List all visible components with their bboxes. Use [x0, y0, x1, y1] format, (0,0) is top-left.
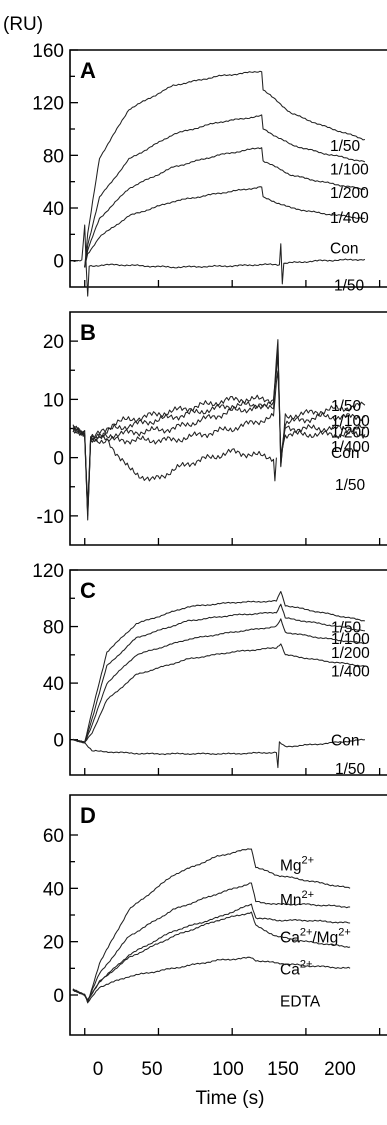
- panel-frame: [69, 49, 387, 288]
- series-label: 1/400: [331, 663, 370, 680]
- x-tick-label-50: 50: [141, 1059, 162, 1080]
- y-tick-label: 160: [32, 41, 64, 62]
- y-tick-label: 40: [43, 199, 64, 220]
- y-tick-label: 40: [43, 879, 64, 900]
- y-tick-label: 80: [43, 618, 64, 639]
- series-line: [72, 911, 351, 1002]
- series-label: Con: [330, 241, 358, 258]
- series-line: [84, 70, 366, 268]
- y-tick-label: 120: [32, 94, 64, 115]
- series-label: Con: [331, 445, 359, 462]
- series-line: [72, 603, 365, 743]
- y-tick-label: 0: [53, 986, 64, 1007]
- series-label: 1/50: [330, 138, 361, 155]
- y-tick-label: 20: [43, 332, 64, 353]
- series-line: [72, 738, 365, 769]
- series-line: [72, 848, 351, 1004]
- series-label: EDTA: [280, 993, 321, 1010]
- series-label: Mn2+: [280, 889, 314, 909]
- series-line: [72, 956, 351, 1004]
- panel-a: 0 40 80 120 160 A 1/50 1/100 1/200 1/400 Con 1/50: [32, 41, 387, 297]
- series-label: 1/100: [330, 162, 369, 179]
- series-label: 1/400: [331, 439, 370, 456]
- panel-frame: [69, 794, 387, 1036]
- series-label: Mg2+: [280, 854, 314, 874]
- x-tick-label-200: 200: [324, 1059, 356, 1080]
- series-line: [72, 426, 277, 505]
- series-line: [72, 643, 366, 743]
- series-line: [72, 353, 366, 521]
- y-tick-label: -10: [37, 507, 64, 528]
- panel-letter: C: [80, 578, 96, 603]
- panel-letter: D: [80, 803, 96, 828]
- series-line: [84, 147, 366, 268]
- x-tick-label-100: 100: [212, 1059, 244, 1080]
- series-label: 1/50: [335, 477, 366, 494]
- series-line: [72, 224, 366, 297]
- panel-frame: [69, 569, 387, 776]
- series-line: [72, 882, 351, 1001]
- series-line: [72, 339, 366, 516]
- series-label: 1/100: [331, 631, 370, 648]
- panel-letter: B: [80, 320, 96, 345]
- y-tick-label: 60: [43, 826, 64, 847]
- y-tick-label: 0: [53, 449, 64, 470]
- x-tick-label-150: 150: [267, 1059, 299, 1080]
- series-label: Con: [331, 733, 359, 750]
- series-label: 1/400: [330, 210, 369, 227]
- series-label: 1/50: [335, 761, 366, 778]
- y-tick-label: 120: [32, 561, 64, 582]
- panel-letter: A: [80, 58, 96, 83]
- series-line: [72, 903, 351, 1001]
- series-line: [72, 370, 366, 514]
- y-tick-label: 10: [43, 390, 64, 411]
- series-line: [84, 186, 365, 268]
- series-label: 1/200: [330, 185, 369, 202]
- panel-d: 0 20 40 60 D Mg2+ Mn2+ Ca2+/Mg2+ Ca2+ EDTA: [43, 794, 387, 1036]
- y-tick-label: 80: [43, 146, 64, 167]
- y-unit-label: (RU): [3, 14, 43, 35]
- y-tick-label: 20: [43, 933, 64, 954]
- series-line: [72, 590, 365, 744]
- series-line: [84, 114, 366, 267]
- series-label: Ca2+: [280, 958, 312, 978]
- y-tick-label: 40: [43, 674, 64, 695]
- y-tick-label: 0: [53, 252, 64, 273]
- series-label: 1/200: [331, 645, 370, 662]
- series-label: 1/200: [331, 424, 370, 441]
- series-line: [72, 618, 365, 744]
- y-tick-label: 0: [53, 731, 64, 752]
- series-label: 1/50: [331, 398, 362, 415]
- x-tick-label-0: 0: [93, 1059, 104, 1080]
- x-axis-title: Time (s): [196, 1088, 265, 1109]
- series-label: Ca2+/Mg2+: [280, 926, 351, 946]
- series-line: [72, 344, 365, 515]
- series-label: 1/50: [334, 277, 365, 294]
- bottom-x-axis: 0 50 100 150 200 Time (s): [93, 1059, 356, 1109]
- panels-group: 04080120160A1/501/1001/2001/400Con1/50-1…: [32, 41, 387, 1036]
